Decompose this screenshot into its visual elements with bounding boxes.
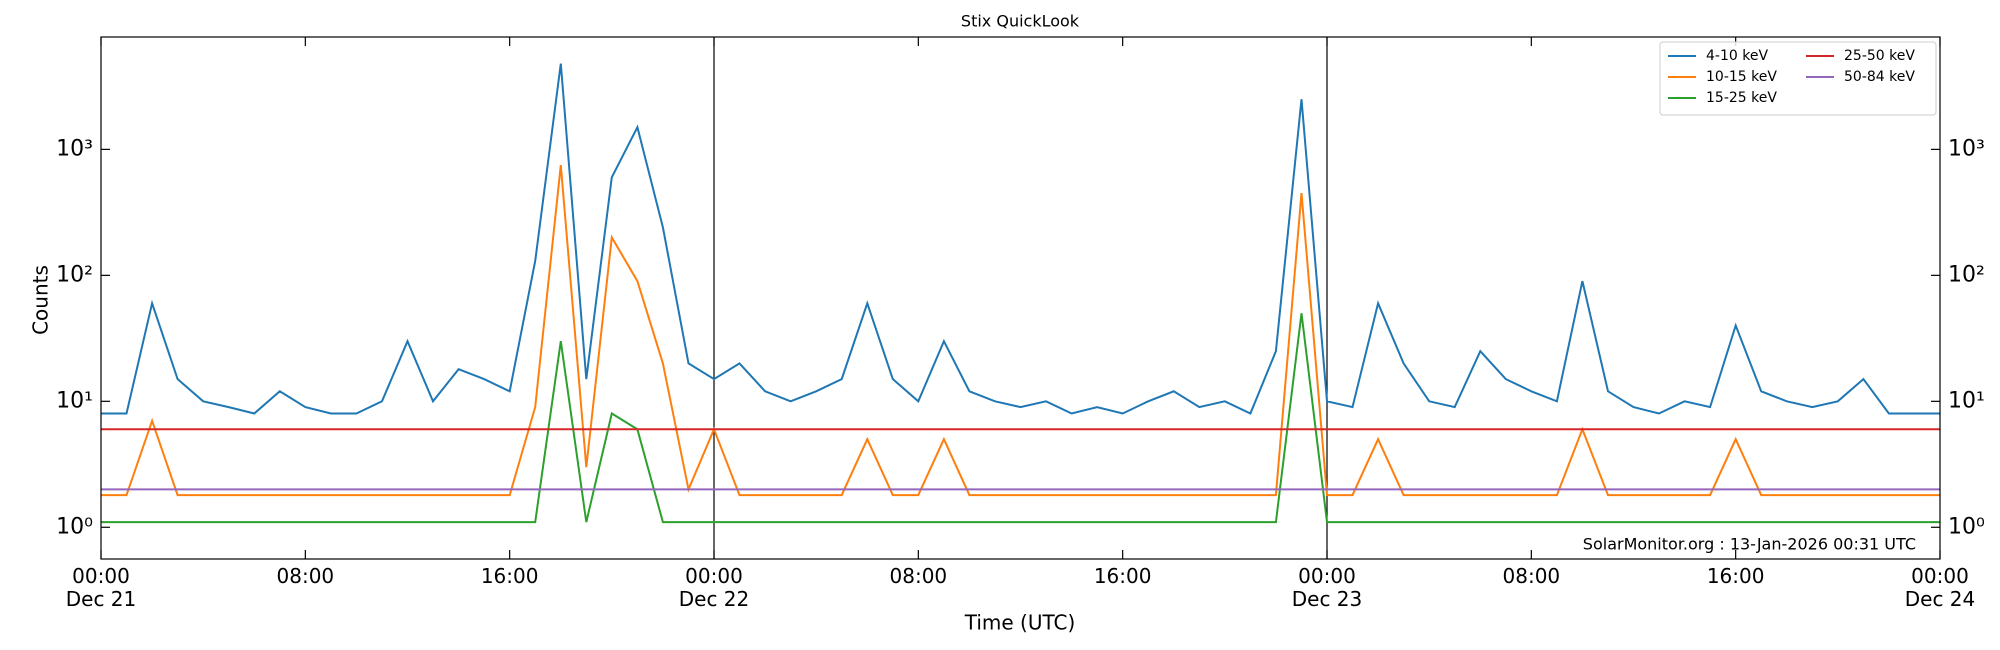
- series-line: [101, 164, 1940, 497]
- x-tick-label: 16:00: [480, 564, 539, 588]
- x-tick-label: 08:00: [889, 564, 948, 588]
- y-tick-label: 10³: [1948, 136, 1985, 161]
- series-line: [101, 63, 1940, 415]
- y-tick-label: 10⁰: [1948, 514, 1985, 539]
- legend-label: 25-50 keV: [1844, 48, 1915, 64]
- x-tick-label: 00:00 Dec 22: [678, 564, 750, 611]
- x-tick-label: 00:00 Dec 21: [65, 564, 137, 611]
- chart-title: Stix QuickLook: [961, 12, 1080, 31]
- series-line: [101, 313, 1940, 524]
- plot-frame: [100, 36, 1941, 560]
- y-tick-label: 10²: [56, 262, 93, 287]
- x-tick-label: 08:00: [276, 564, 335, 588]
- x-axis-label: Time (UTC): [964, 611, 1076, 635]
- y-tick-label: 10³: [56, 136, 93, 161]
- x-tick-label: 00:00 Dec 24: [1904, 564, 1976, 611]
- legend-label: 4-10 keV: [1706, 48, 1768, 64]
- y-tick-label: 10¹: [1948, 388, 1985, 413]
- x-tick-label: 16:00: [1706, 564, 1765, 588]
- y-tick-label: 10¹: [56, 388, 93, 413]
- legend-label: 10-15 keV: [1706, 69, 1777, 85]
- y-axis-label: Counts: [29, 265, 53, 335]
- x-tick-label: 16:00: [1093, 564, 1152, 588]
- legend-label: 50-84 keV: [1844, 69, 1915, 85]
- y-tick-label: 10²: [1948, 262, 1985, 287]
- legend-box: [1659, 41, 1937, 116]
- legend-label: 15-25 keV: [1706, 90, 1777, 106]
- x-tick-label: 00:00 Dec 23: [1291, 564, 1363, 611]
- y-tick-label: 10⁰: [56, 514, 93, 539]
- annotation: SolarMonitor.org : 13-Jan-2026 00:31 UTC: [1583, 535, 1916, 554]
- x-tick-label: 08:00: [1502, 564, 1561, 588]
